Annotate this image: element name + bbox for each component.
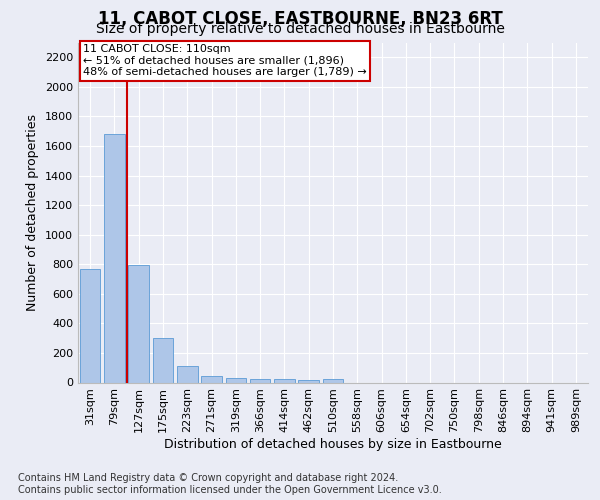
Bar bbox=[298, 380, 319, 382]
Text: Size of property relative to detached houses in Eastbourne: Size of property relative to detached ho… bbox=[95, 22, 505, 36]
Text: 11 CABOT CLOSE: 110sqm
← 51% of detached houses are smaller (1,896)
48% of semi-: 11 CABOT CLOSE: 110sqm ← 51% of detached… bbox=[83, 44, 367, 78]
Bar bbox=[80, 268, 100, 382]
Y-axis label: Number of detached properties: Number of detached properties bbox=[26, 114, 40, 311]
X-axis label: Distribution of detached houses by size in Eastbourne: Distribution of detached houses by size … bbox=[164, 438, 502, 451]
Bar bbox=[250, 379, 271, 382]
Bar bbox=[323, 379, 343, 382]
Bar bbox=[152, 338, 173, 382]
Bar bbox=[104, 134, 125, 382]
Bar bbox=[128, 265, 149, 382]
Bar bbox=[274, 379, 295, 382]
Bar bbox=[177, 366, 197, 382]
Text: 11, CABOT CLOSE, EASTBOURNE, BN23 6RT: 11, CABOT CLOSE, EASTBOURNE, BN23 6RT bbox=[98, 10, 502, 28]
Bar bbox=[226, 378, 246, 382]
Bar bbox=[201, 376, 222, 382]
Text: Contains HM Land Registry data © Crown copyright and database right 2024.
Contai: Contains HM Land Registry data © Crown c… bbox=[18, 474, 442, 495]
